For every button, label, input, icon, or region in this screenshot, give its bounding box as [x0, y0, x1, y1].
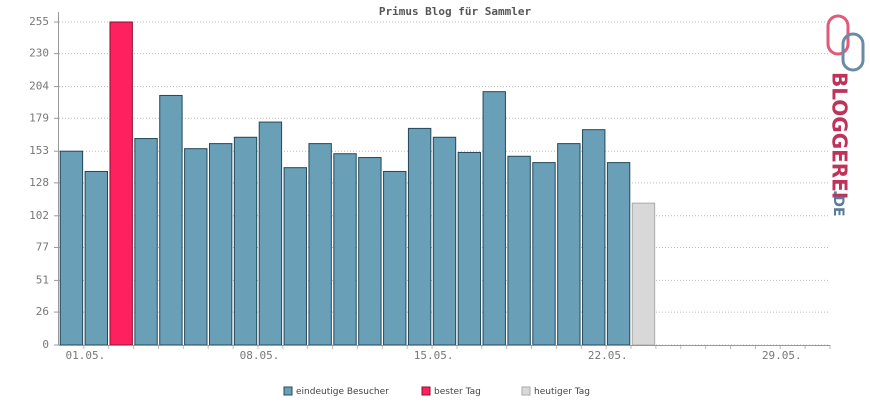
y-tick-label: 77	[36, 240, 49, 253]
y-tick-label: 0	[42, 338, 49, 351]
bar	[457, 151, 482, 346]
bar	[208, 143, 233, 346]
logo: BLOGGEREI .DE	[828, 72, 852, 217]
bar	[407, 127, 432, 346]
y-tick-label: 102	[29, 209, 49, 222]
x-tick-label: 29.05.	[762, 349, 802, 362]
logo-suffix: .DE	[830, 190, 846, 217]
y-tick-label: 179	[29, 111, 49, 124]
bar	[333, 153, 357, 346]
y-tick-label: 153	[29, 144, 49, 157]
y-tick-label: 26	[36, 305, 49, 318]
y-tick-label: 255	[29, 15, 49, 28]
bar	[308, 143, 332, 346]
bar	[184, 148, 208, 346]
logo-icon	[826, 14, 865, 72]
bar	[283, 167, 307, 346]
bar	[258, 121, 283, 346]
y-tick-label: 230	[29, 47, 49, 60]
bar	[582, 129, 606, 346]
bar	[358, 157, 382, 346]
bar	[84, 170, 108, 346]
bar	[482, 91, 506, 346]
y-tick-label: 128	[29, 176, 49, 189]
bar	[606, 162, 631, 346]
y-tick-label: 204	[29, 80, 49, 93]
x-tick-label: 01.05.	[66, 349, 106, 362]
legend-swatch	[521, 386, 531, 396]
bar	[507, 155, 531, 346]
bar	[59, 150, 84, 346]
legend-swatch	[283, 386, 293, 396]
y-tick-label: 51	[36, 273, 49, 286]
legend-swatch	[421, 386, 431, 396]
legend-label: eindeutige Besucher	[296, 387, 389, 397]
bar	[557, 143, 581, 346]
x-tick-label: 08.05.	[240, 349, 280, 362]
bar	[134, 138, 158, 346]
legend-label: bester Tag	[434, 387, 481, 397]
legend-label: heutiger Tag	[534, 387, 590, 397]
bar	[159, 94, 183, 346]
bar	[432, 136, 457, 346]
logo-name: BLOGGEREI	[828, 72, 852, 199]
bar	[233, 136, 258, 346]
bar	[631, 202, 656, 346]
x-tick-label: 22.05.	[588, 349, 628, 362]
bar	[532, 162, 556, 346]
chart-title: Primus Blog für Sammler	[379, 5, 532, 18]
bar	[383, 170, 407, 346]
bar	[109, 21, 133, 346]
x-tick-label: 15.05.	[414, 349, 454, 362]
